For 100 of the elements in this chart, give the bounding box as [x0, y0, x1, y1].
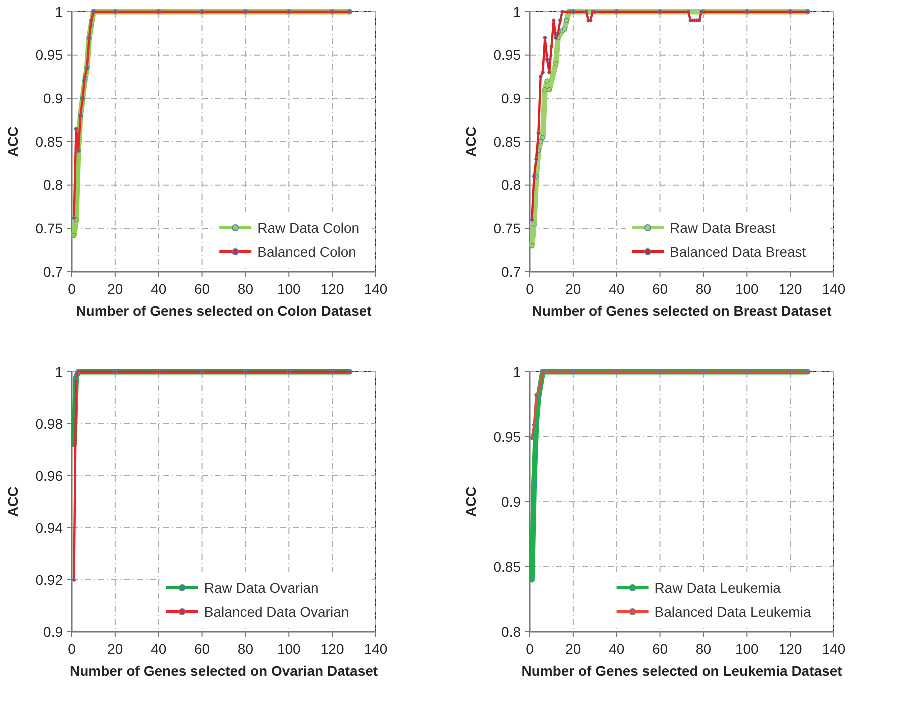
point — [548, 70, 552, 75]
x-tick-label: 60 — [652, 641, 668, 657]
x-tick-label: 40 — [609, 641, 625, 657]
y-tick-label: 0.85 — [494, 558, 522, 575]
x-tick-label: 0 — [68, 641, 76, 657]
point — [554, 36, 558, 40]
x-tick-label: 0 — [526, 641, 534, 657]
point — [534, 394, 538, 398]
y-tick-label: 0.98 — [36, 416, 64, 432]
x-tick-label: 80 — [696, 641, 712, 657]
x-tick-label: 0 — [68, 281, 76, 297]
x-tick-label: 40 — [609, 281, 625, 297]
point — [700, 10, 704, 14]
point — [530, 218, 534, 222]
y-axis-title: ACC — [5, 126, 21, 158]
point — [584, 10, 588, 14]
legend-label: Raw Data Colon — [258, 220, 360, 236]
point — [544, 78, 550, 84]
y-tick-label: 0.7 — [44, 264, 64, 280]
x-tick-label: 100 — [735, 281, 760, 297]
y-axis-title: ACC — [5, 486, 21, 518]
x-tick-label: 100 — [277, 281, 302, 297]
x-tick-label: 20 — [566, 641, 582, 657]
y-tick-label: 0.9 — [502, 90, 522, 107]
point — [532, 480, 537, 485]
x-tick-label: 80 — [238, 281, 254, 297]
point — [547, 88, 552, 92]
point — [554, 62, 559, 66]
x-tick-label: 120 — [320, 641, 344, 657]
x-axis-title: Number of Genes selected on Breast Dataset — [532, 303, 832, 319]
y-tick-label: 0.95 — [36, 47, 64, 64]
point — [686, 10, 690, 14]
legend-label: Balanced Data Leukemia — [654, 604, 812, 620]
x-tick-label: 20 — [566, 281, 582, 297]
x-tick-label: 80 — [238, 641, 254, 657]
y-tick-label: 0.85 — [494, 134, 522, 150]
x-tick-label: 60 — [194, 281, 210, 297]
legend-label: Raw Data Leukemia — [654, 580, 782, 596]
legend-label: Balanced Colon — [258, 244, 356, 260]
point — [536, 390, 541, 395]
point — [530, 578, 535, 582]
x-tick-label: 20 — [108, 281, 124, 297]
legend-label: Balanced Data Breast — [670, 244, 806, 260]
point — [545, 58, 550, 62]
point — [532, 423, 536, 428]
y-tick-label: 0.96 — [36, 468, 64, 484]
x-tick-label: 100 — [277, 641, 302, 657]
x-tick-label: 20 — [108, 641, 124, 657]
point — [542, 88, 548, 92]
point — [90, 18, 94, 23]
x-tick-label: 120 — [778, 641, 802, 657]
point — [540, 135, 546, 140]
y-axis-title: ACC — [463, 126, 479, 158]
y-tick-label: 0.75 — [494, 220, 522, 237]
x-tick-label: 60 — [652, 281, 668, 297]
x-axis-title: Number of Genes selected on Leukemia Dataset — [522, 663, 843, 679]
legend-label: Raw Data Breast — [670, 220, 776, 236]
y-tick-label: 0.9 — [44, 90, 64, 107]
x-tick-label: 140 — [364, 281, 388, 297]
x-tick-label: 120 — [778, 281, 802, 297]
point — [74, 127, 78, 131]
point — [72, 216, 76, 220]
y-tick-label: 0.75 — [36, 220, 64, 237]
y-tick-label: 0.9 — [44, 624, 64, 640]
x-axis-title: Number of Genes selected on Ovarian Dataset — [70, 663, 378, 679]
y-tick-label: 0.7 — [502, 264, 522, 280]
y-tick-label: 1 — [55, 4, 64, 20]
x-tick-label: 0 — [526, 281, 534, 297]
y-tick-label: 0.92 — [36, 572, 64, 588]
point — [541, 70, 545, 75]
y-tick-label: 0.8 — [502, 177, 522, 194]
point — [556, 32, 560, 36]
y-tick-label: 0.8 — [502, 624, 522, 640]
y-tick-label: 0.95 — [494, 428, 522, 445]
y-tick-label: 1 — [513, 364, 522, 380]
y-tick-label: 1 — [55, 364, 64, 380]
point — [564, 18, 570, 24]
legend-label: Raw Data Ovarian — [204, 580, 319, 596]
point — [593, 10, 598, 14]
legend-label: Balanced Data Ovarian — [204, 604, 350, 620]
point — [530, 244, 535, 248]
point — [543, 36, 548, 40]
x-axis-title: Number of Genes selected on Colon Dataset — [76, 303, 372, 319]
point — [558, 18, 562, 23]
x-tick-label: 80 — [696, 281, 712, 297]
y-tick-label: 0.8 — [44, 177, 64, 194]
point — [530, 436, 534, 440]
point — [72, 578, 76, 582]
point — [83, 75, 87, 79]
point — [552, 18, 556, 23]
point — [538, 75, 543, 79]
point — [536, 131, 541, 136]
x-tick-label: 120 — [320, 281, 344, 297]
point — [550, 44, 554, 49]
x-tick-label: 140 — [364, 641, 388, 657]
point — [532, 174, 536, 179]
y-tick-label: 0.94 — [36, 520, 64, 536]
x-tick-label: 100 — [735, 641, 760, 657]
x-tick-label: 140 — [822, 641, 846, 657]
x-tick-label: 60 — [194, 641, 210, 657]
